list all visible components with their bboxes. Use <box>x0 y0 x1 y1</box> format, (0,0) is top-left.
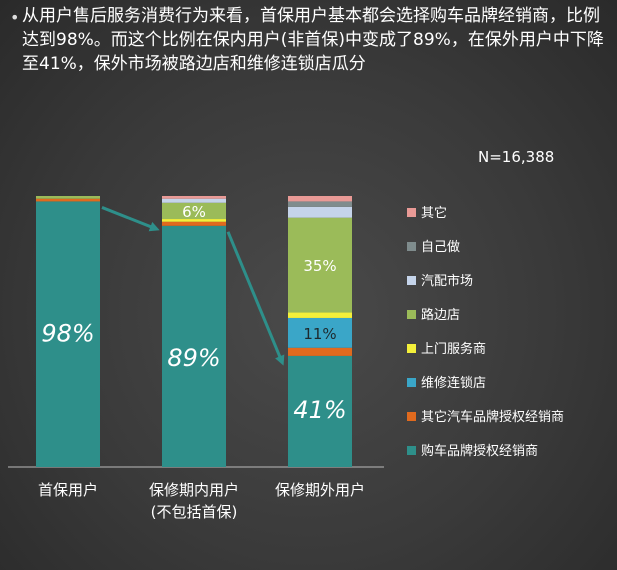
legend-swatch-7 <box>407 412 416 421</box>
bar-segment-2-8 <box>162 196 226 199</box>
legend-label-7: 其它汽车品牌授权经销商 <box>421 409 564 425</box>
legend-label-2: 自己做 <box>421 240 460 255</box>
legend-label-8: 购车品牌授权经销商 <box>421 443 538 459</box>
bar-segment-1-1 <box>36 201 100 468</box>
bar-segment-2-5 <box>162 202 226 220</box>
legend-label-6: 维修连锁店 <box>421 375 486 391</box>
data-label-2-5: 6% <box>182 203 206 221</box>
sample-size: N=16,388 <box>478 148 555 166</box>
x-tick-label-2-line1: 保修期内用户 <box>149 481 239 499</box>
bar-segment-2-1 <box>162 225 226 467</box>
bar-segment-3-6 <box>288 206 352 218</box>
data-label-3-3: 11% <box>303 325 336 343</box>
bar-segment-2-4 <box>162 219 226 222</box>
legend-swatch-3 <box>407 276 416 285</box>
legend-swatch-8 <box>407 446 416 455</box>
x-tick-label-2-line2: (不包括首保) <box>151 503 238 521</box>
bar-segment-3-5 <box>288 217 352 313</box>
bar-segment-3-7 <box>288 201 352 207</box>
legend-swatch-6 <box>407 378 416 387</box>
data-label-3-1: 41% <box>293 396 346 424</box>
legend-label-3: 汽配市场 <box>421 273 473 289</box>
legend-swatch-5 <box>407 344 416 353</box>
bar-segment-3-2 <box>288 347 352 356</box>
bar-segment-1-5 <box>36 196 100 199</box>
bar-segment-3-1 <box>288 355 352 467</box>
legend-swatch-2 <box>407 242 416 251</box>
data-label-1-1: 98% <box>41 319 94 347</box>
legend-label-4: 路边店 <box>421 307 460 323</box>
bar-segment-3-4 <box>288 312 352 318</box>
bar-segment-2-2 <box>162 221 226 226</box>
x-tick-label-1: 首保用户 <box>38 481 98 499</box>
trend-arrow-1 <box>101 206 160 232</box>
bullet-icon: • <box>10 8 20 27</box>
data-label-2-1: 89% <box>167 344 220 372</box>
bar-segment-3-3 <box>288 317 352 348</box>
trend-arrow-2 <box>226 231 285 366</box>
data-label-3-5: 35% <box>303 257 336 275</box>
legend-swatch-4 <box>407 310 416 319</box>
bar-segment-2-6 <box>162 198 226 203</box>
bar-segment-1-2 <box>36 198 100 202</box>
headline: 从用户售后服务消费行为来看，首保用户基本都会选择购车品牌经销商，比例达到98%。… <box>22 6 604 74</box>
legend-swatch-1 <box>407 208 416 217</box>
legend-label-5: 上门服务商 <box>421 341 486 357</box>
legend-label-1: 其它 <box>421 205 447 221</box>
bar-segment-3-8 <box>288 196 352 202</box>
x-tick-label-3: 保修期外用户 <box>275 481 365 499</box>
